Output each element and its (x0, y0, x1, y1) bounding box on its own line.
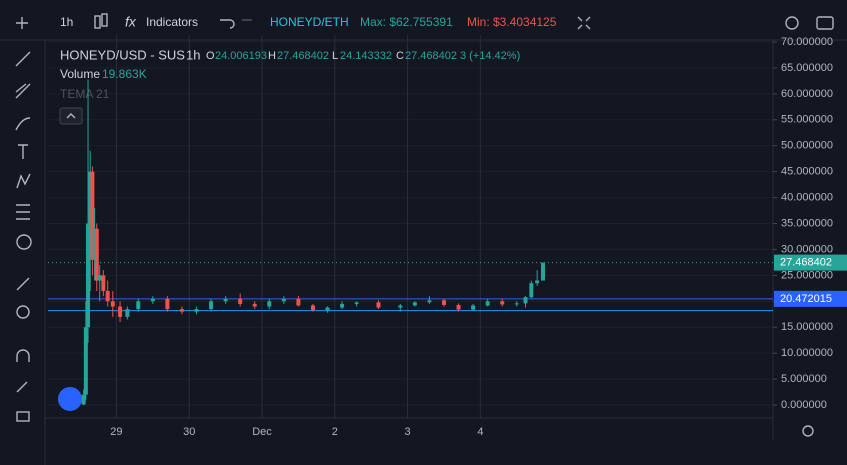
candle-body (354, 302, 359, 304)
price-label-box (774, 290, 847, 307)
candle-type-button[interactable] (94, 13, 108, 29)
ohlc-key: H (268, 50, 276, 62)
max-price: Max: $62.755391 (360, 15, 453, 29)
candle-body (412, 302, 417, 306)
candle-body (427, 300, 432, 303)
candle-body (514, 303, 519, 305)
x-tick-label: 29 (110, 426, 122, 438)
ohlc-key: L (332, 50, 338, 62)
candle-body (150, 298, 155, 302)
candle-body (165, 298, 170, 310)
ohlc-value: 24.143332 (340, 50, 392, 62)
candle-body (485, 301, 490, 306)
candle-body (340, 303, 345, 308)
y-tick-label: 40.000000 (781, 191, 833, 203)
logo[interactable] (58, 387, 82, 411)
candle-body (281, 298, 286, 302)
y-tick-label: 65.000000 (781, 62, 833, 74)
x-tick-label: Dec (252, 426, 272, 438)
min-price: Min: $3.4034125 (467, 15, 557, 29)
candle-body (125, 309, 130, 317)
y-tick-label: 45.000000 (781, 166, 833, 178)
candle-body (105, 290, 110, 302)
y-tick-label: 10.000000 (781, 347, 833, 359)
candle-body (540, 262, 545, 281)
price-label-box (774, 254, 847, 271)
candle-body (86, 223, 91, 328)
candle-body (90, 171, 95, 260)
interval-button[interactable]: 1h (60, 15, 73, 29)
x-tick-label: 2 (332, 426, 338, 438)
ohlc-value: 27.468402 (405, 50, 457, 62)
pair-name[interactable]: HONEYD/ETH (270, 15, 349, 29)
candle-body (83, 327, 88, 395)
x-tick-label: 30 (183, 426, 195, 438)
y-tick-label: 35.000000 (781, 217, 833, 229)
y-tick-label: 55.000000 (781, 114, 833, 126)
volume-value: 19.863K (102, 67, 147, 81)
candle-body (471, 305, 476, 310)
x-tick-label: 4 (477, 426, 483, 438)
candle-body (252, 303, 257, 307)
axis-settings[interactable] (802, 425, 814, 437)
symbol: HONEYD/USD - SUS (60, 47, 185, 62)
candle-body (209, 301, 214, 310)
candle-body (101, 275, 106, 291)
candle-body (223, 298, 228, 302)
candle-body (310, 305, 315, 311)
candle-body (94, 228, 99, 281)
y-tick-label: 0.000000 (781, 399, 827, 411)
ohlc-key: O (206, 50, 215, 62)
candle-body (267, 301, 272, 307)
y-tick-label: 15.000000 (781, 321, 833, 333)
change: 3 (+14.42%) (460, 50, 520, 62)
indicators-button[interactable]: Indicators (146, 15, 198, 29)
y-tick-label: 70.000000 (781, 36, 833, 48)
candle-body (523, 297, 528, 304)
sidebar-tools[interactable] (15, 17, 32, 422)
legend: HONEYD/USD - SUS 1h O 24.006193 H 27.468… (59, 47, 520, 125)
ohlc-value: 27.468402 (277, 50, 329, 62)
price-label: 20.472015 (780, 293, 832, 305)
candle-body (456, 304, 461, 310)
candle-body (179, 309, 184, 312)
y-tick-label: 60.000000 (781, 88, 833, 100)
candle-body (136, 301, 141, 310)
fullscreen-button[interactable] (577, 16, 591, 30)
candle-body (398, 305, 403, 308)
legend-interval: 1h (186, 47, 200, 62)
candle-body (535, 280, 540, 284)
candle-body (110, 301, 115, 307)
y-tick-label: 5.000000 (781, 373, 827, 385)
y-tick-label: 25.000000 (781, 269, 833, 281)
candle-body (81, 394, 86, 405)
candle-body (296, 298, 301, 306)
candle-body (441, 300, 446, 305)
candle-body (118, 306, 123, 317)
candle-body (529, 283, 534, 298)
y-tick-label: 50.000000 (781, 140, 833, 152)
candle-body (97, 275, 102, 281)
candle-body (238, 298, 243, 304)
ohlc-value: 24.006193 (215, 50, 267, 62)
ohlc-key: C (396, 50, 404, 62)
settings-button[interactable] (785, 16, 799, 30)
candle-body (194, 309, 199, 312)
fx-icon: fx (125, 14, 137, 30)
collapse-button[interactable] (59, 107, 83, 125)
candle-body (500, 301, 505, 305)
candle-body (92, 228, 97, 260)
candle-body (376, 302, 381, 308)
price-label: 27.468402 (780, 256, 832, 268)
tema-label: TEMA 21 (60, 87, 110, 101)
undo-button[interactable] (220, 19, 235, 29)
y-tick-label: 30.000000 (781, 243, 833, 255)
candle-body (88, 171, 93, 224)
screenshot-button[interactable] (816, 16, 834, 30)
volume-label: Volume (60, 67, 100, 81)
candle-body (325, 307, 330, 311)
x-tick-label: 3 (405, 426, 411, 438)
